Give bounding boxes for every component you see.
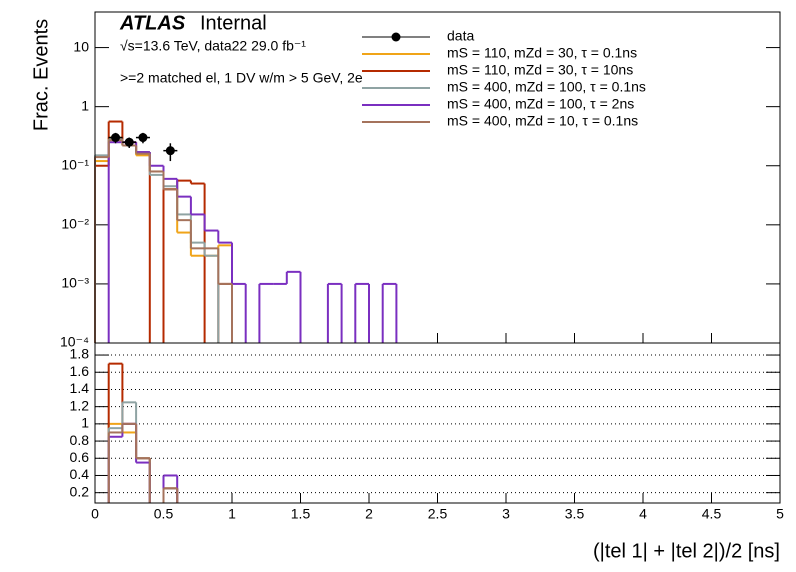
x-axis-label: (|tel 1| + |tel 2|)/2 [ns] xyxy=(593,540,780,562)
y-tick-label: 10⁻³ xyxy=(61,275,89,291)
legend-label: mS = 110, mZd = 30, τ = 10ns xyxy=(447,62,633,78)
y-tick-label: 1.8 xyxy=(70,346,90,362)
y-tick-label: 1.2 xyxy=(70,397,90,413)
y-tick-label: 1 xyxy=(81,415,89,431)
energy-label: √s=13.6 TeV, data22 29.0 fb⁻¹ xyxy=(120,38,306,54)
y-tick-label: 1 xyxy=(81,97,89,113)
selection-label: >=2 matched el, 1 DV w/m > 5 GeV, 2e xyxy=(120,70,363,86)
x-tick-label: 4 xyxy=(639,506,647,522)
x-tick-label: 3.5 xyxy=(565,506,585,522)
x-tick-label: 4.5 xyxy=(702,506,722,522)
x-tick-label: 2.5 xyxy=(428,506,448,522)
x-tick-label: 2 xyxy=(365,506,373,522)
y-tick-label: 0.6 xyxy=(70,449,90,465)
atlas-status: Internal xyxy=(200,12,267,34)
legend-label: mS = 110, mZd = 30, τ = 0.1ns xyxy=(447,45,637,61)
data-point xyxy=(124,137,134,147)
y-tick-label: 1.6 xyxy=(70,363,90,379)
data-point xyxy=(138,133,148,143)
y-tick-label: 0.2 xyxy=(70,483,90,499)
x-tick-label: 5 xyxy=(776,506,784,522)
y-tick-label: 0.8 xyxy=(70,432,90,448)
legend-marker xyxy=(391,32,401,42)
x-tick-label: 1.5 xyxy=(291,506,311,522)
frame xyxy=(94,342,781,504)
data-point xyxy=(165,146,175,156)
y-tick-label: 1.4 xyxy=(70,380,90,396)
legend-label: mS = 400, mZd = 100, τ = 2ns xyxy=(447,96,634,112)
legend-label: mS = 400, mZd = 100, τ = 0.1ns xyxy=(447,79,646,95)
y-tick-label: 0.4 xyxy=(70,466,90,482)
atlas-label: ATLAS xyxy=(119,12,186,34)
data-point xyxy=(111,133,121,143)
y-tick-label: 10⁻⁴ xyxy=(60,334,89,350)
y-tick-label: 10 xyxy=(73,38,89,54)
x-tick-label: 3 xyxy=(502,506,510,522)
y-axis-label: Frac. Events xyxy=(30,19,52,131)
x-tick-label: 1 xyxy=(228,506,236,522)
x-tick-label: 0.5 xyxy=(154,506,174,522)
legend-label: data xyxy=(447,28,474,44)
frame xyxy=(94,11,781,344)
y-tick-label: 10⁻¹ xyxy=(61,156,89,172)
y-tick-label: 10⁻² xyxy=(61,216,89,232)
legend-label: mS = 400, mZd = 10, τ = 0.1ns xyxy=(447,113,638,129)
x-tick-label: 0 xyxy=(91,506,99,522)
